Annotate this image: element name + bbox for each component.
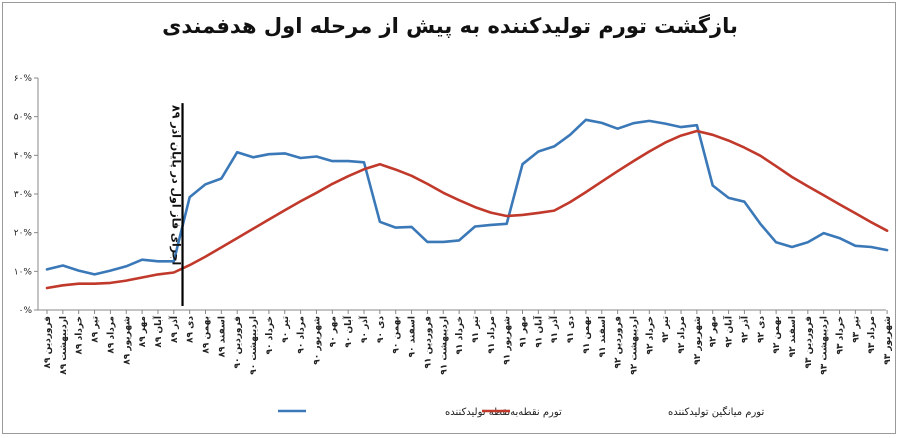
x-tick-label: خرداد ۹۲ [645,316,655,355]
x-tick-label: فروردین ۹۳ [804,316,814,369]
chart-axes [37,78,886,311]
series-line-2 [45,129,889,290]
x-tick-label: بهمن ۸۹ [202,316,212,354]
x-tick-label: دی ۸۹ [186,316,196,343]
y-axis-ticks: ۰% ۱۰% ۲۰% ۳۰% ۴۰% ۵۰% ۶۰% [14,74,38,316]
x-tick-label: شهریور ۹۱ [503,316,513,365]
x-tick-label: شهریور ۸۹ [122,316,132,365]
series-line-1 [45,118,889,276]
x-tick-label: آذر ۹۲ [738,315,750,343]
legend-label-2: تورم میانگین تولیدکننده [668,406,764,418]
x-tick-label: اردیبهشت ۹۳ [820,316,830,375]
y-tick-label: ۴۰% [14,151,33,161]
x-tick-label: مرداد ۹۲ [677,316,687,354]
x-tick-label: تیر ۸۹ [91,316,101,343]
x-tick-label: اسفند ۸۹ [217,316,227,357]
x-tick-label: اسفند ۹۲ [788,316,798,357]
x-tick-label: فروردین ۹۱ [423,316,433,369]
x-axis-ticks: فروردین ۸۹ اردیبهشت ۸۹ خرداد ۸۹ تیر ۸۹ مرداد… [43,310,893,375]
x-tick-label: مهر ۹۱ [519,316,529,347]
x-tick-label: مرداد ۹۱ [487,316,497,354]
x-tick-label: تیر ۹۳ [851,316,861,343]
legend-label-1: تورم نقطه‌به‌نقطه تولیدکننده [445,407,562,418]
y-tick-label: ۱۰% [14,267,33,277]
x-tick-label: آبان ۸۹ [152,315,164,348]
x-tick-label: مهر ۹۲ [709,316,719,347]
x-tick-label: مرداد ۸۹ [106,316,116,354]
x-tick-label: مهر ۹۰ [328,316,338,347]
x-tick-label: خرداد ۹۰ [265,316,275,355]
x-tick-label: آذر ۹۰ [358,315,370,343]
x-tick-label: خرداد ۹۱ [455,316,465,355]
chart-title: بازگشت تورم تولیدکننده به پیش از مرحله ا… [162,14,738,38]
annotation-text: اجرای فاز اول در پایان آذر ۸۹ [170,105,184,265]
y-tick-label: ۵۰% [14,113,33,123]
x-tick-label: شهریور ۹۳ [883,316,893,365]
x-tick-label: آبان ۹۰ [342,315,354,348]
x-tick-label: فروردین ۹۰ [233,316,243,369]
chart-frame [2,2,896,434]
x-tick-label: شهریور ۹۲ [693,316,703,365]
x-tick-label: اسفند ۹۰ [408,316,418,357]
y-tick-label: ۳۰% [14,190,33,200]
x-tick-label: مرداد ۹۳ [867,316,877,354]
y-tick-label: ۲۰% [14,229,33,239]
x-tick-label: فروردین ۹۲ [614,316,624,369]
x-tick-label: دی ۹۱ [566,316,576,343]
x-tick-label: اسفند ۹۱ [598,316,608,357]
x-tick-label: آبان ۹۲ [723,315,735,348]
x-tick-label: اردیبهشت ۸۹ [59,316,69,375]
x-tick-label: آبان ۹۱ [532,315,544,348]
x-tick-label: مهر ۸۹ [138,316,148,347]
x-tick-label: اردیبهشت ۹۰ [249,316,259,375]
x-tick-label: شهریور ۹۰ [312,316,322,365]
x-tick-label: بهمن ۹۲ [772,316,782,354]
y-tick-label: ۶۰% [14,74,33,84]
y-tick-label: ۰% [19,306,33,316]
policy-annotation: اجرای فاز اول در پایان آذر ۸۹ [170,103,184,306]
series-lines [45,118,889,290]
x-tick-label: بهمن ۹۱ [582,316,592,354]
x-tick-label: بهمن ۹۰ [392,316,402,354]
x-tick-label: تیر ۹۰ [281,316,291,343]
x-tick-label: آذر ۸۹ [168,315,180,343]
x-tick-label: مرداد ۹۰ [297,316,307,354]
x-tick-label: خرداد ۹۳ [836,316,846,355]
x-tick-label: خرداد ۸۹ [75,316,85,355]
x-tick-label: اردیبهشت ۹۱ [439,316,449,375]
x-tick-label: تیر ۹۲ [661,316,671,343]
x-tick-label: دی ۹۰ [376,316,386,343]
x-tick-label: تیر ۹۱ [471,316,481,343]
x-tick-label: دی ۹۲ [756,316,766,343]
chart-legend: تورم نقطه‌به‌نقطه تولیدکننده تورم میانگین… [278,406,764,418]
x-tick-label: آذر ۹۱ [548,315,560,343]
x-tick-label: اردیبهشت ۹۲ [629,316,639,375]
x-tick-label: فروردین ۸۹ [43,316,53,369]
